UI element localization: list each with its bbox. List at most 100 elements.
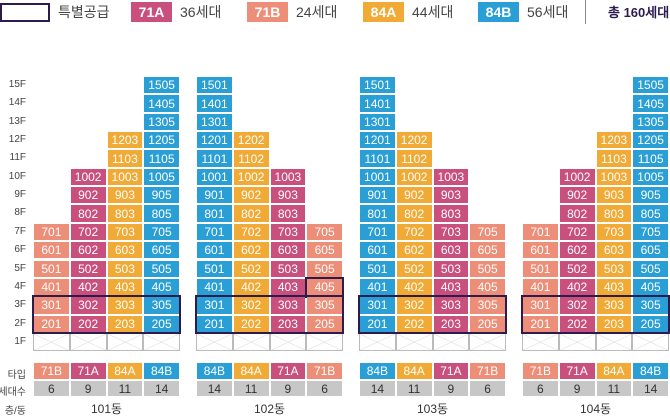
unit-cell[interactable]: 303 (432, 296, 470, 315)
unit-cell[interactable]: 605 (632, 241, 669, 260)
unit-cell[interactable]: 1002 (69, 167, 107, 187)
unit-cell[interactable]: 505 (306, 259, 343, 278)
unit-cell[interactable]: 505 (469, 259, 506, 278)
unit-cell[interactable]: 303 (595, 296, 633, 315)
unit-cell[interactable]: 601 (196, 241, 233, 260)
unit-cell[interactable]: 401 (33, 277, 70, 297)
unit-cell[interactable]: 701 (359, 222, 396, 242)
unit-cell[interactable]: 903 (269, 186, 307, 205)
unit-cell[interactable]: 705 (632, 222, 669, 242)
unit-cell[interactable]: 802 (395, 204, 433, 223)
unit-cell[interactable]: 502 (558, 259, 596, 278)
unit-cell[interactable]: 1305 (632, 112, 669, 132)
unit-cell[interactable]: 201 (196, 314, 233, 333)
unit-cell[interactable]: 1401 (359, 94, 396, 113)
unit-cell[interactable]: 1105 (143, 149, 180, 168)
unit-cell[interactable]: 1505 (143, 76, 180, 95)
unit-cell[interactable]: 1305 (143, 112, 180, 132)
unit-cell[interactable]: 205 (469, 314, 506, 333)
unit-cell[interactable]: 702 (395, 222, 433, 242)
unit-cell[interactable]: 703 (432, 222, 470, 242)
unit-cell[interactable]: 302 (232, 296, 270, 315)
unit-cell[interactable]: 201 (522, 314, 559, 333)
unit-cell[interactable]: 1003 (432, 167, 470, 187)
unit-cell[interactable]: 203 (432, 314, 470, 333)
unit-cell[interactable]: 401 (196, 277, 233, 297)
unit-cell[interactable]: 203 (106, 314, 144, 333)
unit-cell[interactable]: 905 (632, 186, 669, 205)
unit-cell[interactable]: 902 (69, 186, 107, 205)
unit-cell[interactable]: 703 (106, 222, 144, 242)
unit-cell[interactable]: 1401 (196, 94, 233, 113)
unit-cell[interactable]: 403 (269, 277, 307, 297)
unit-cell[interactable]: 802 (69, 204, 107, 223)
unit-cell[interactable]: 1405 (632, 94, 669, 113)
unit-cell[interactable]: 602 (395, 241, 433, 260)
unit-cell[interactable]: 1002 (558, 167, 596, 187)
unit-cell[interactable]: 903 (432, 186, 470, 205)
unit-cell[interactable]: 1003 (595, 167, 633, 187)
unit-cell[interactable]: 705 (306, 222, 343, 242)
unit-cell[interactable]: 905 (143, 186, 180, 205)
unit-cell[interactable]: 805 (632, 204, 669, 223)
unit-cell[interactable]: 1202 (395, 131, 433, 150)
unit-cell[interactable]: 501 (196, 259, 233, 278)
unit-cell[interactable]: 1005 (143, 167, 180, 187)
unit-cell[interactable]: 1202 (232, 131, 270, 150)
unit-cell[interactable]: 503 (432, 259, 470, 278)
unit-cell[interactable]: 405 (632, 277, 669, 297)
unit-cell[interactable]: 202 (395, 314, 433, 333)
unit-cell[interactable]: 1003 (269, 167, 307, 187)
unit-cell[interactable]: 502 (69, 259, 107, 278)
unit-cell[interactable]: 605 (143, 241, 180, 260)
unit-cell[interactable]: 1003 (106, 167, 144, 187)
unit-cell[interactable]: 303 (269, 296, 307, 315)
unit-cell[interactable]: 303 (106, 296, 144, 315)
unit-cell[interactable]: 603 (106, 241, 144, 260)
unit-cell[interactable]: 605 (306, 241, 343, 260)
unit-cell[interactable]: 402 (232, 277, 270, 297)
unit-cell[interactable]: 1201 (196, 131, 233, 150)
unit-cell[interactable]: 705 (143, 222, 180, 242)
unit-cell[interactable]: 1105 (632, 149, 669, 168)
unit-cell[interactable]: 1203 (106, 131, 144, 150)
unit-cell[interactable]: 1501 (196, 76, 233, 95)
unit-cell[interactable]: 605 (469, 241, 506, 260)
unit-cell[interactable]: 503 (269, 259, 307, 278)
unit-cell[interactable]: 305 (306, 296, 343, 315)
unit-cell[interactable]: 503 (106, 259, 144, 278)
unit-cell[interactable]: 901 (359, 186, 396, 205)
unit-cell[interactable]: 601 (522, 241, 559, 260)
unit-cell[interactable]: 1205 (632, 131, 669, 150)
unit-cell[interactable]: 405 (306, 277, 343, 297)
unit-cell[interactable]: 401 (522, 277, 559, 297)
unit-cell[interactable]: 302 (69, 296, 107, 315)
unit-cell[interactable]: 201 (359, 314, 396, 333)
unit-cell[interactable]: 301 (196, 296, 233, 315)
unit-cell[interactable]: 201 (33, 314, 70, 333)
unit-cell[interactable]: 803 (106, 204, 144, 223)
unit-cell[interactable]: 803 (432, 204, 470, 223)
unit-cell[interactable]: 501 (33, 259, 70, 278)
unit-cell[interactable]: 702 (69, 222, 107, 242)
unit-cell[interactable]: 701 (522, 222, 559, 242)
unit-cell[interactable]: 505 (632, 259, 669, 278)
unit-cell[interactable]: 1001 (359, 167, 396, 187)
unit-cell[interactable]: 602 (232, 241, 270, 260)
unit-cell[interactable]: 1103 (595, 149, 633, 168)
unit-cell[interactable]: 701 (33, 222, 70, 242)
unit-cell[interactable]: 305 (469, 296, 506, 315)
unit-cell[interactable]: 802 (558, 204, 596, 223)
unit-cell[interactable]: 1205 (143, 131, 180, 150)
unit-cell[interactable]: 701 (196, 222, 233, 242)
unit-cell[interactable]: 403 (595, 277, 633, 297)
unit-cell[interactable]: 203 (269, 314, 307, 333)
unit-cell[interactable]: 302 (558, 296, 596, 315)
unit-cell[interactable]: 901 (196, 186, 233, 205)
unit-cell[interactable]: 903 (595, 186, 633, 205)
unit-cell[interactable]: 502 (232, 259, 270, 278)
unit-cell[interactable]: 1002 (395, 167, 433, 187)
unit-cell[interactable]: 405 (469, 277, 506, 297)
unit-cell[interactable]: 205 (632, 314, 669, 333)
unit-cell[interactable]: 1102 (232, 149, 270, 168)
